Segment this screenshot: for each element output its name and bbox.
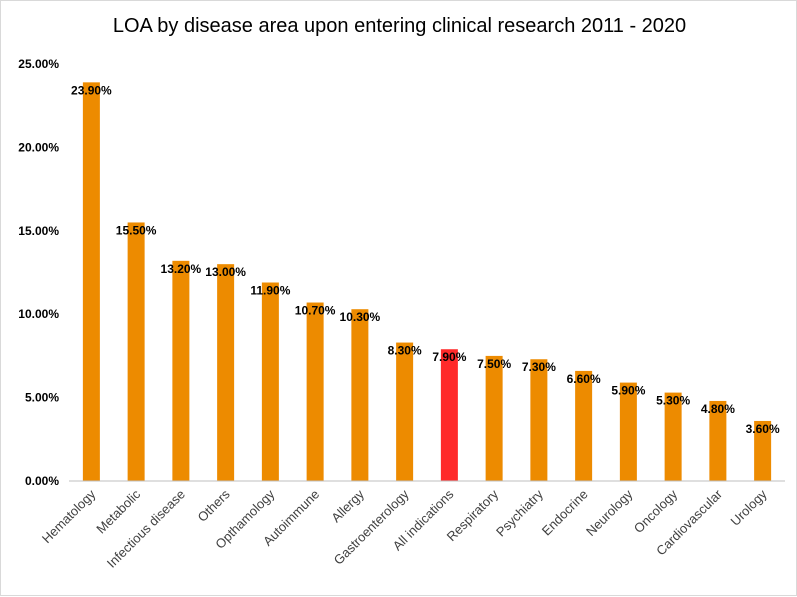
data-label: 13.00% bbox=[205, 265, 246, 279]
data-label: 15.50% bbox=[116, 223, 157, 237]
y-tick-label: 25.00% bbox=[18, 57, 59, 71]
bar bbox=[217, 264, 235, 481]
data-label: 10.30% bbox=[340, 310, 381, 324]
bar bbox=[127, 222, 145, 481]
bar bbox=[440, 349, 458, 481]
chart-title: LOA by disease area upon entering clinic… bbox=[112, 15, 687, 37]
bar bbox=[575, 370, 593, 481]
x-tick-label: Hematology bbox=[39, 486, 99, 546]
data-label: 5.90% bbox=[611, 384, 645, 398]
bar bbox=[530, 359, 548, 481]
x-tick-label: Infectious disease bbox=[104, 487, 188, 571]
bar bbox=[351, 309, 369, 481]
data-label: 10.70% bbox=[295, 304, 336, 318]
x-tick-label: Gastroenterology bbox=[331, 486, 412, 567]
y-tick-label: 10.00% bbox=[18, 307, 59, 321]
data-label: 8.30% bbox=[388, 344, 422, 358]
y-tick-label: 0.00% bbox=[25, 474, 59, 488]
bar bbox=[261, 282, 279, 481]
data-label: 11.90% bbox=[250, 284, 290, 298]
bar bbox=[664, 392, 682, 481]
bar bbox=[754, 420, 772, 481]
bar bbox=[82, 82, 100, 482]
data-label: 7.90% bbox=[432, 350, 466, 364]
y-tick-label: 15.00% bbox=[18, 224, 59, 238]
y-axis: 0.00% 5.00% 10.00% 15.00% 20.00% 25.00% bbox=[18, 57, 59, 488]
bar bbox=[396, 342, 414, 481]
x-tick-label: Others bbox=[195, 486, 234, 525]
data-label: 23.90% bbox=[71, 83, 112, 97]
bar bbox=[485, 355, 503, 481]
data-label: 5.30% bbox=[656, 394, 690, 408]
x-tick-label: Psychiatry bbox=[493, 486, 546, 539]
data-label: 6.60% bbox=[567, 372, 601, 386]
x-tick-label: Endocrine bbox=[539, 487, 591, 539]
data-label: 7.50% bbox=[477, 357, 511, 371]
bar bbox=[709, 400, 727, 481]
y-tick-label: 5.00% bbox=[25, 391, 59, 405]
data-label: 13.20% bbox=[161, 262, 202, 276]
bar bbox=[172, 260, 190, 481]
data-labels: 23.90% 15.50% 13.20% 13.00% 11.90% 10.70% 10.3… bbox=[71, 83, 780, 436]
data-label: 4.80% bbox=[701, 402, 735, 416]
bar bbox=[619, 382, 637, 481]
x-tick-label: Urology bbox=[727, 486, 770, 529]
x-tick-label: Allergy bbox=[328, 486, 367, 525]
x-tick-label: Neurology bbox=[583, 486, 636, 539]
bars bbox=[82, 82, 772, 482]
data-label: 7.30% bbox=[522, 360, 556, 374]
y-tick-label: 20.00% bbox=[18, 140, 59, 154]
data-label: 3.60% bbox=[746, 422, 780, 436]
bar bbox=[306, 302, 324, 481]
